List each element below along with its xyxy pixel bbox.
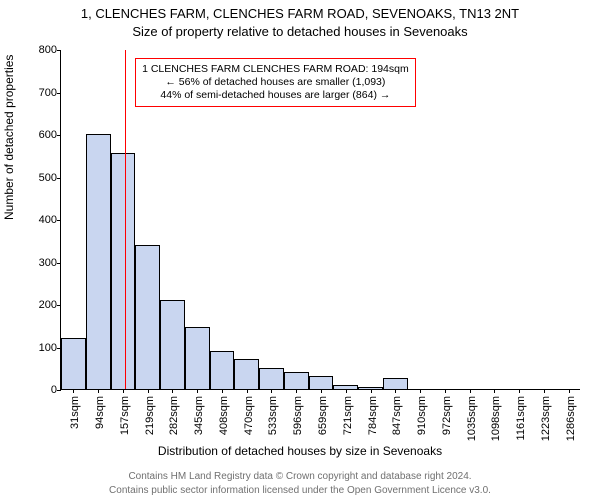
x-tick-label: 721sqm bbox=[342, 396, 354, 435]
y-tick-mark bbox=[57, 220, 61, 221]
histogram-bar bbox=[234, 359, 259, 389]
footer-line2: Contains public sector information licen… bbox=[0, 485, 600, 496]
footer-line1: Contains HM Land Registry data © Crown c… bbox=[0, 471, 600, 482]
x-tick-mark bbox=[271, 389, 272, 393]
x-tick-label: 596sqm bbox=[292, 396, 304, 435]
x-tick-mark bbox=[371, 389, 372, 393]
annotation-line3: 44% of semi-detached houses are larger (… bbox=[142, 89, 409, 102]
histogram-bar bbox=[61, 338, 86, 389]
y-axis-label: Number of detached properties bbox=[2, 55, 16, 220]
x-tick-label: 1161sqm bbox=[515, 396, 527, 440]
x-tick-mark bbox=[123, 389, 124, 393]
x-tick-mark bbox=[470, 389, 471, 393]
histogram-bar bbox=[383, 378, 408, 389]
y-tick-mark bbox=[57, 135, 61, 136]
x-tick-label: 470sqm bbox=[243, 396, 255, 435]
x-tick-label: 31sqm bbox=[69, 396, 81, 429]
x-tick-mark bbox=[172, 389, 173, 393]
reference-line bbox=[125, 50, 126, 389]
y-tick-label: 100 bbox=[31, 342, 57, 354]
y-tick-mark bbox=[57, 263, 61, 264]
x-tick-label: 157sqm bbox=[119, 396, 131, 435]
annotation-line1: 1 CLENCHES FARM CLENCHES FARM ROAD: 194s… bbox=[142, 63, 409, 76]
histogram-bar bbox=[210, 351, 235, 389]
x-tick-mark bbox=[73, 389, 74, 393]
x-tick-mark bbox=[346, 389, 347, 393]
x-tick-label: 1098sqm bbox=[490, 396, 502, 441]
x-tick-label: 784sqm bbox=[367, 396, 379, 435]
y-tick-mark bbox=[57, 305, 61, 306]
histogram-bar bbox=[86, 134, 111, 389]
x-tick-mark bbox=[296, 389, 297, 393]
y-tick-label: 300 bbox=[31, 257, 57, 269]
x-tick-mark bbox=[197, 389, 198, 393]
y-tick-label: 700 bbox=[31, 87, 57, 99]
x-tick-label: 972sqm bbox=[441, 396, 453, 435]
x-tick-mark bbox=[395, 389, 396, 393]
x-axis-label: Distribution of detached houses by size … bbox=[0, 444, 600, 458]
histogram-bar bbox=[284, 372, 309, 389]
histogram-bar bbox=[111, 153, 136, 389]
annotation-line2: ← 56% of detached houses are smaller (1,… bbox=[142, 76, 409, 89]
y-tick-label: 500 bbox=[31, 172, 57, 184]
annotation-box: 1 CLENCHES FARM CLENCHES FARM ROAD: 194s… bbox=[135, 58, 416, 107]
y-tick-mark bbox=[57, 50, 61, 51]
x-tick-mark bbox=[445, 389, 446, 393]
plot-area: 010020030040050060070080031sqm94sqm157sq… bbox=[60, 50, 580, 390]
x-tick-label: 1286sqm bbox=[565, 396, 577, 441]
y-tick-label: 0 bbox=[31, 384, 57, 396]
histogram-bar bbox=[160, 300, 185, 389]
x-tick-mark bbox=[544, 389, 545, 393]
histogram-bar bbox=[135, 245, 160, 390]
x-tick-mark bbox=[321, 389, 322, 393]
chart-title-line2: Size of property relative to detached ho… bbox=[0, 24, 600, 39]
x-tick-label: 533sqm bbox=[267, 396, 279, 435]
x-tick-label: 659sqm bbox=[317, 396, 329, 435]
x-tick-label: 408sqm bbox=[218, 396, 230, 435]
x-tick-label: 94sqm bbox=[94, 396, 106, 429]
x-tick-label: 282sqm bbox=[168, 396, 180, 435]
histogram-bar bbox=[259, 368, 284, 389]
x-tick-mark bbox=[98, 389, 99, 393]
y-tick-label: 200 bbox=[31, 299, 57, 311]
x-tick-mark bbox=[247, 389, 248, 393]
x-tick-mark bbox=[494, 389, 495, 393]
x-tick-mark bbox=[222, 389, 223, 393]
x-tick-mark bbox=[148, 389, 149, 393]
y-tick-mark bbox=[57, 93, 61, 94]
x-tick-label: 1223sqm bbox=[540, 396, 552, 441]
x-tick-mark bbox=[519, 389, 520, 393]
y-tick-label: 400 bbox=[31, 214, 57, 226]
x-tick-mark bbox=[569, 389, 570, 393]
y-tick-mark bbox=[57, 390, 61, 391]
chart-title-line1: 1, CLENCHES FARM, CLENCHES FARM ROAD, SE… bbox=[0, 6, 600, 21]
x-tick-label: 1035sqm bbox=[466, 396, 478, 441]
y-tick-mark bbox=[57, 178, 61, 179]
y-tick-label: 800 bbox=[31, 44, 57, 56]
x-tick-mark bbox=[420, 389, 421, 393]
x-tick-label: 219sqm bbox=[144, 396, 156, 435]
histogram-bar bbox=[185, 327, 210, 389]
x-tick-label: 847sqm bbox=[391, 396, 403, 435]
histogram-bar bbox=[309, 376, 334, 389]
x-tick-label: 910sqm bbox=[416, 396, 428, 435]
x-tick-label: 345sqm bbox=[193, 396, 205, 435]
y-tick-label: 600 bbox=[31, 129, 57, 141]
